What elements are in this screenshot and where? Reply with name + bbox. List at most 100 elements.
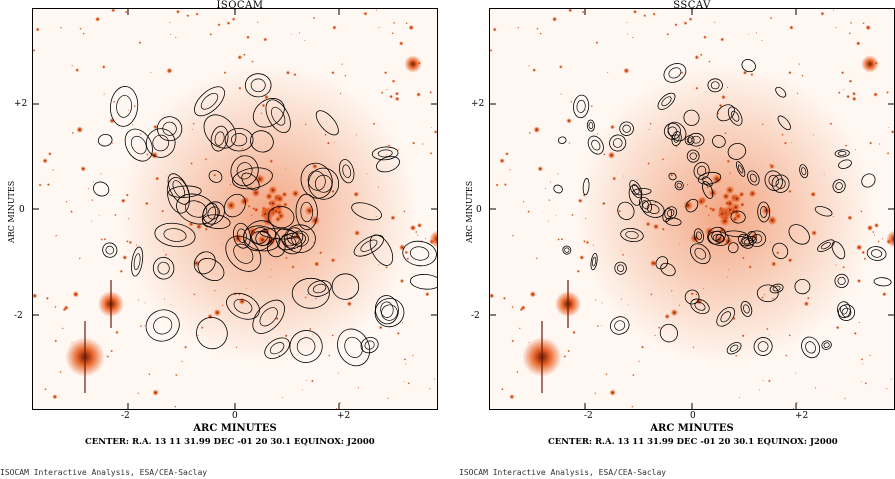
right-sky-image <box>490 9 894 409</box>
left-source <box>87 187 90 190</box>
right-contour <box>582 178 590 196</box>
left-contour-inner <box>259 307 278 327</box>
right-source <box>536 27 539 30</box>
right-source <box>490 293 495 299</box>
left-contour <box>267 238 286 258</box>
right-source <box>528 131 531 135</box>
right-contour-inner <box>646 204 660 214</box>
left-core-source <box>282 202 288 208</box>
right-source <box>600 324 602 326</box>
right-source <box>678 304 681 307</box>
left-contour <box>97 133 113 147</box>
right-source <box>768 379 771 383</box>
left-source <box>133 105 136 108</box>
right-contour-inner <box>576 99 586 113</box>
left-source <box>35 27 40 32</box>
left-source <box>128 218 130 220</box>
right-contour <box>817 239 835 253</box>
right-source <box>788 334 791 337</box>
right-source <box>835 325 840 330</box>
left-contour <box>193 251 216 275</box>
left-image-frame <box>32 8 438 410</box>
left-source <box>213 289 216 292</box>
right-source <box>648 128 650 130</box>
right-source <box>529 291 536 298</box>
left-source <box>429 91 432 94</box>
right-source <box>563 355 567 358</box>
right-source <box>890 130 894 134</box>
right-source <box>742 256 745 260</box>
left-source <box>237 55 243 60</box>
right-source <box>829 122 833 126</box>
left-source <box>207 313 213 320</box>
right-contour <box>674 180 684 191</box>
right-contour-inner <box>837 151 847 156</box>
right-source <box>771 261 777 267</box>
left-source <box>415 230 418 234</box>
left-source <box>409 224 417 231</box>
left-source <box>389 94 393 99</box>
right-source <box>626 33 629 35</box>
right-contour-inner <box>768 174 779 187</box>
right-contour-inner <box>588 122 594 130</box>
left-source <box>399 41 404 46</box>
left-core-source <box>310 215 320 226</box>
right-source <box>852 91 856 96</box>
right-source <box>873 234 876 236</box>
left-source <box>90 220 93 222</box>
right-contour <box>708 230 730 246</box>
left-contour-inner <box>231 133 248 147</box>
right-source <box>724 132 727 135</box>
left-contour <box>244 73 272 98</box>
right-source <box>601 302 603 304</box>
right-source <box>596 133 599 135</box>
right-contour-inner <box>835 182 843 191</box>
left-source <box>396 331 400 335</box>
left-source <box>163 249 165 251</box>
left-source <box>243 53 246 57</box>
right-contour-inner <box>697 165 707 176</box>
right-source <box>861 250 866 255</box>
left-contour-inner <box>342 164 352 178</box>
right-contour <box>873 277 892 287</box>
left-source <box>55 234 58 237</box>
left-source <box>82 32 85 35</box>
right-source <box>557 238 560 241</box>
right-contour-inner <box>691 135 701 144</box>
right-source <box>557 173 559 175</box>
right-core-source <box>724 200 730 206</box>
right-source <box>862 22 865 25</box>
left-source <box>217 23 221 27</box>
right-contour-inner <box>731 110 740 122</box>
left-source <box>328 354 331 357</box>
right-contour <box>684 289 700 305</box>
right-source <box>837 91 841 94</box>
right-source <box>664 313 670 320</box>
left-source <box>238 86 242 90</box>
left-source <box>405 22 408 25</box>
right-source <box>727 268 729 271</box>
right-source <box>842 265 845 269</box>
left-source <box>169 21 171 24</box>
right-core-source <box>722 192 730 201</box>
left-contour <box>402 240 437 267</box>
right-source <box>886 388 888 390</box>
left-source <box>433 130 437 134</box>
right-source <box>495 183 499 187</box>
left-contour <box>225 235 262 272</box>
right-contour-inner <box>622 124 631 133</box>
left-core-source <box>240 197 249 206</box>
right-core-source <box>697 197 706 206</box>
left-contour-inner <box>344 336 363 358</box>
left-source <box>125 193 129 197</box>
right-source <box>560 237 564 241</box>
right-contour <box>619 121 634 136</box>
left-core-source <box>265 192 273 201</box>
left-source <box>33 49 36 52</box>
left-source <box>231 17 236 21</box>
left-source <box>62 307 67 312</box>
left-source <box>235 346 238 349</box>
left-contour-inner <box>236 162 253 180</box>
right-source <box>590 105 593 108</box>
right-contour <box>690 298 710 315</box>
